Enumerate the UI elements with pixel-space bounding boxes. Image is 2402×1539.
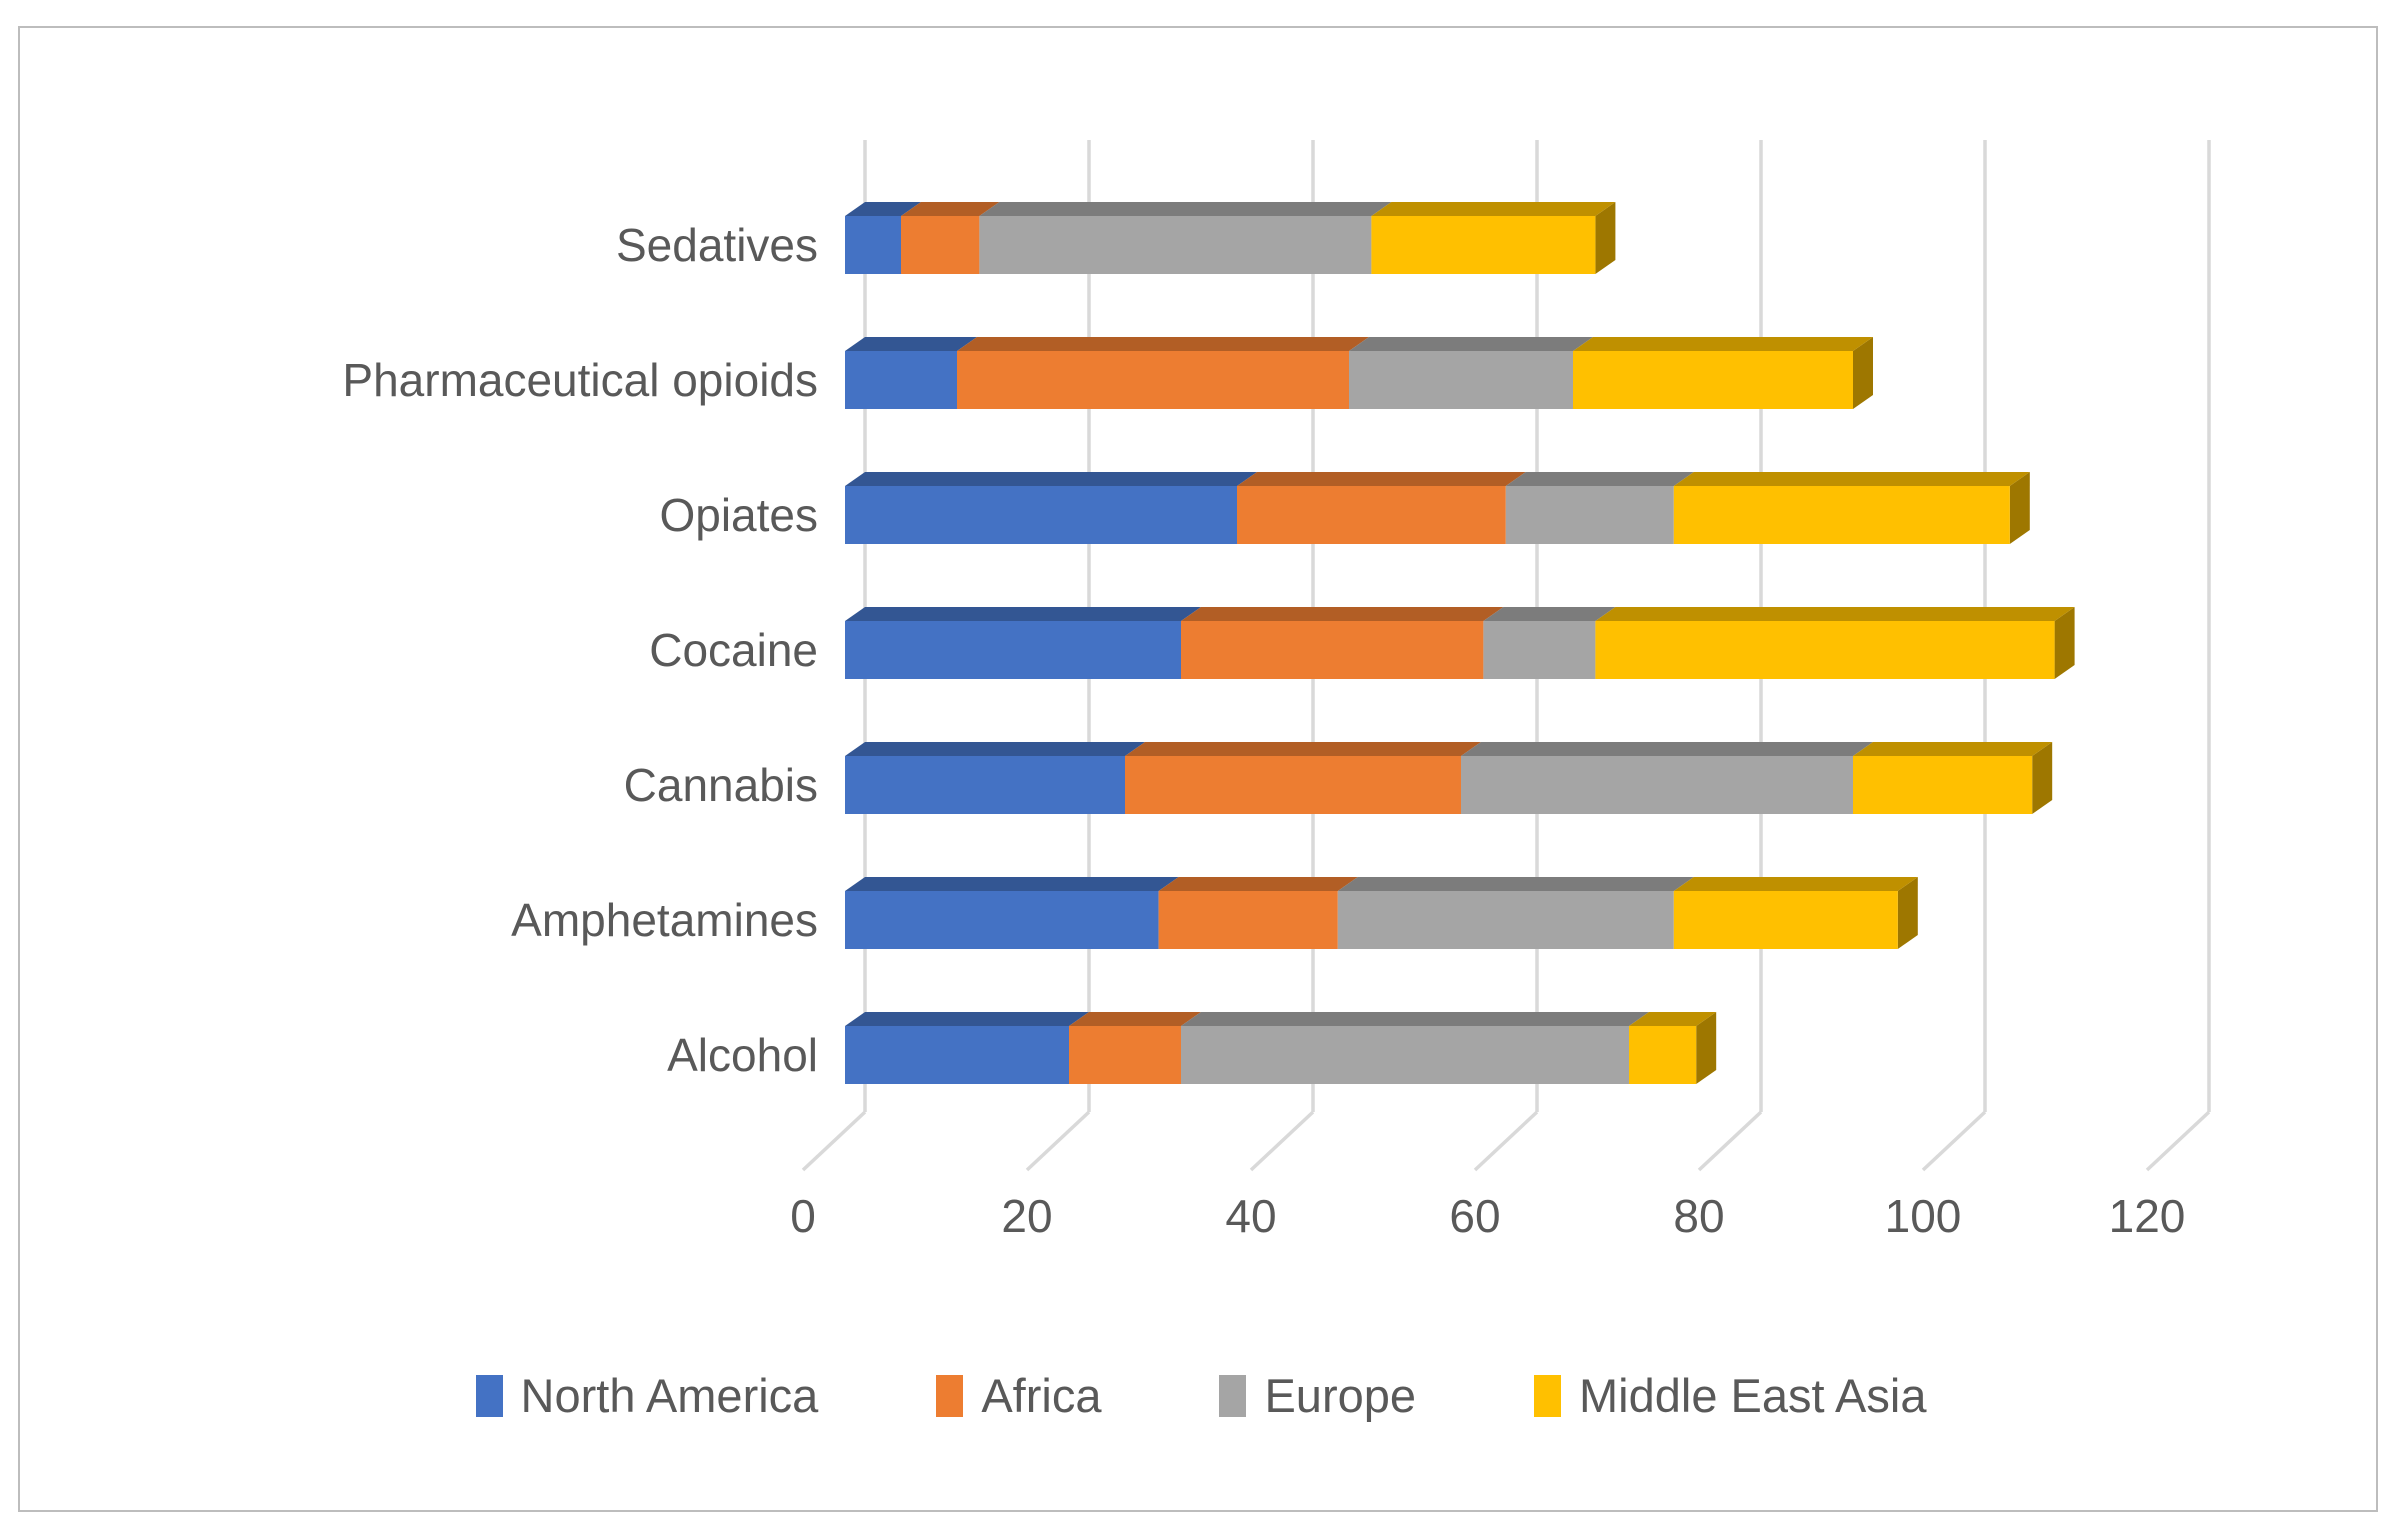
bar-segment-top bbox=[1595, 607, 2075, 621]
category-label: Alcohol bbox=[667, 1029, 818, 1081]
legend-swatch-icon bbox=[475, 1374, 503, 1417]
axis-foot bbox=[1473, 1110, 1539, 1172]
bar-segment-top bbox=[845, 742, 1145, 756]
bar-segment-europe bbox=[1461, 756, 1853, 814]
bar-segment-top bbox=[1629, 1012, 1717, 1026]
bar-segment-africa bbox=[1125, 756, 1461, 814]
bar-segment-top bbox=[1483, 607, 1616, 621]
bar-segment-middle-east-asia bbox=[1371, 216, 1596, 274]
bar-segment-cap bbox=[1696, 1012, 1717, 1084]
axis-foot bbox=[801, 1110, 867, 1172]
category-label: Sedatives bbox=[616, 219, 818, 271]
bar-segment-africa bbox=[957, 351, 1349, 409]
x-tick-label: 20 bbox=[1001, 1190, 1052, 1242]
bar-segment-top bbox=[1673, 472, 2030, 486]
bar-segment-top bbox=[1337, 877, 1694, 891]
bar-segment-top bbox=[979, 202, 1392, 216]
bar-segment-top bbox=[1158, 877, 1358, 891]
bar-segment-top bbox=[1069, 1012, 1201, 1026]
bar-segment-europe bbox=[1483, 621, 1596, 679]
bar-segment-north-america bbox=[845, 891, 1159, 949]
bar-segment-top bbox=[1349, 337, 1593, 351]
bar-segment-top bbox=[1505, 472, 1694, 486]
bar-segment-top bbox=[1573, 337, 1873, 351]
bar-segment-north-america bbox=[845, 621, 1181, 679]
bar-segment-europe bbox=[1337, 891, 1674, 949]
bar-segment-north-america bbox=[845, 351, 957, 409]
category-label: Opiates bbox=[659, 489, 818, 541]
x-tick-label: 100 bbox=[1885, 1190, 1962, 1242]
bar-segment-europe bbox=[1505, 486, 1674, 544]
legend-swatch-icon bbox=[1534, 1374, 1562, 1417]
bar-segment-top bbox=[1673, 877, 1918, 891]
axis-foot bbox=[1697, 1110, 1763, 1172]
legend-label: Africa bbox=[981, 1369, 1102, 1422]
bar-segment-europe bbox=[979, 216, 1372, 274]
bar-segment-middle-east-asia bbox=[1573, 351, 1853, 409]
bar-segment-top bbox=[957, 337, 1369, 351]
bar-segment-top bbox=[845, 607, 1201, 621]
legend-item: Africa bbox=[936, 1368, 1101, 1423]
bar-segment-top bbox=[845, 1012, 1089, 1026]
axis-foot bbox=[2145, 1110, 2211, 1172]
bar-segment-north-america bbox=[845, 486, 1237, 544]
x-tick-label: 120 bbox=[2109, 1190, 2186, 1242]
bar-segment-cap bbox=[2032, 742, 2053, 814]
legend-label: Europe bbox=[1264, 1369, 1417, 1422]
bar-segment-top bbox=[901, 202, 1000, 216]
bar-segment-middle-east-asia bbox=[1595, 621, 2055, 679]
x-tick-label: 80 bbox=[1673, 1190, 1724, 1242]
legend-item: North America bbox=[475, 1368, 819, 1423]
bar-segment-middle-east-asia bbox=[1673, 891, 1898, 949]
bar-segment-north-america bbox=[845, 216, 901, 274]
category-label: Amphetamines bbox=[511, 894, 818, 946]
legend-item: Middle East Asia bbox=[1534, 1368, 1926, 1423]
bar-segment-top bbox=[845, 472, 1257, 486]
bar-segment-top bbox=[1181, 1012, 1649, 1026]
x-tick-label: 40 bbox=[1225, 1190, 1276, 1242]
category-label: Cocaine bbox=[649, 624, 818, 676]
bar-segment-top bbox=[1371, 202, 1616, 216]
bar-segment-cap bbox=[1897, 877, 1918, 949]
bar-segment-africa bbox=[1237, 486, 1506, 544]
category-label: Pharmaceutical opioids bbox=[342, 354, 818, 406]
bar-segment-middle-east-asia bbox=[1629, 1026, 1697, 1084]
bar-segment-top bbox=[1237, 472, 1526, 486]
axis-foot bbox=[1921, 1110, 1987, 1172]
category-label: Cannabis bbox=[624, 759, 818, 811]
x-tick-label: 60 bbox=[1449, 1190, 1500, 1242]
bar-segment-top bbox=[845, 877, 1179, 891]
bar-segment-top bbox=[1853, 742, 2053, 756]
bar-segment-africa bbox=[1181, 621, 1484, 679]
legend-item: Europe bbox=[1219, 1368, 1416, 1423]
bar-segment-top bbox=[845, 202, 921, 216]
bar-segment-africa bbox=[1069, 1026, 1181, 1084]
legend: North America Africa Europe Middle East Asi… bbox=[0, 1368, 2402, 1423]
bar-segment-cap bbox=[1595, 202, 1616, 274]
bar-segment-europe bbox=[1181, 1026, 1629, 1084]
bar-segment-cap bbox=[1853, 337, 1873, 409]
legend-label: North America bbox=[520, 1369, 819, 1422]
bar-segment-africa bbox=[901, 216, 980, 274]
bar-segment-europe bbox=[1349, 351, 1573, 409]
bar-segment-north-america bbox=[845, 756, 1125, 814]
bar-segment-cap bbox=[2009, 472, 2030, 544]
bar-segment-cap bbox=[2054, 607, 2075, 679]
x-tick-label: 0 bbox=[790, 1190, 816, 1242]
legend-swatch-icon bbox=[936, 1374, 964, 1417]
bar-segment-north-america bbox=[845, 1026, 1069, 1084]
axis-foot bbox=[1249, 1110, 1315, 1172]
bar-segment-middle-east-asia bbox=[1673, 486, 2010, 544]
bar-segment-top bbox=[1125, 742, 1481, 756]
bar-segment-africa bbox=[1158, 891, 1338, 949]
legend-label: Middle East Asia bbox=[1579, 1369, 1927, 1422]
bar-segment-top bbox=[1461, 742, 1873, 756]
axis-foot bbox=[1025, 1110, 1091, 1172]
legend-swatch-icon bbox=[1219, 1374, 1247, 1417]
bar-segment-middle-east-asia bbox=[1853, 756, 2033, 814]
bar-segment-top bbox=[1181, 607, 1504, 621]
bar-segment-top bbox=[845, 337, 977, 351]
